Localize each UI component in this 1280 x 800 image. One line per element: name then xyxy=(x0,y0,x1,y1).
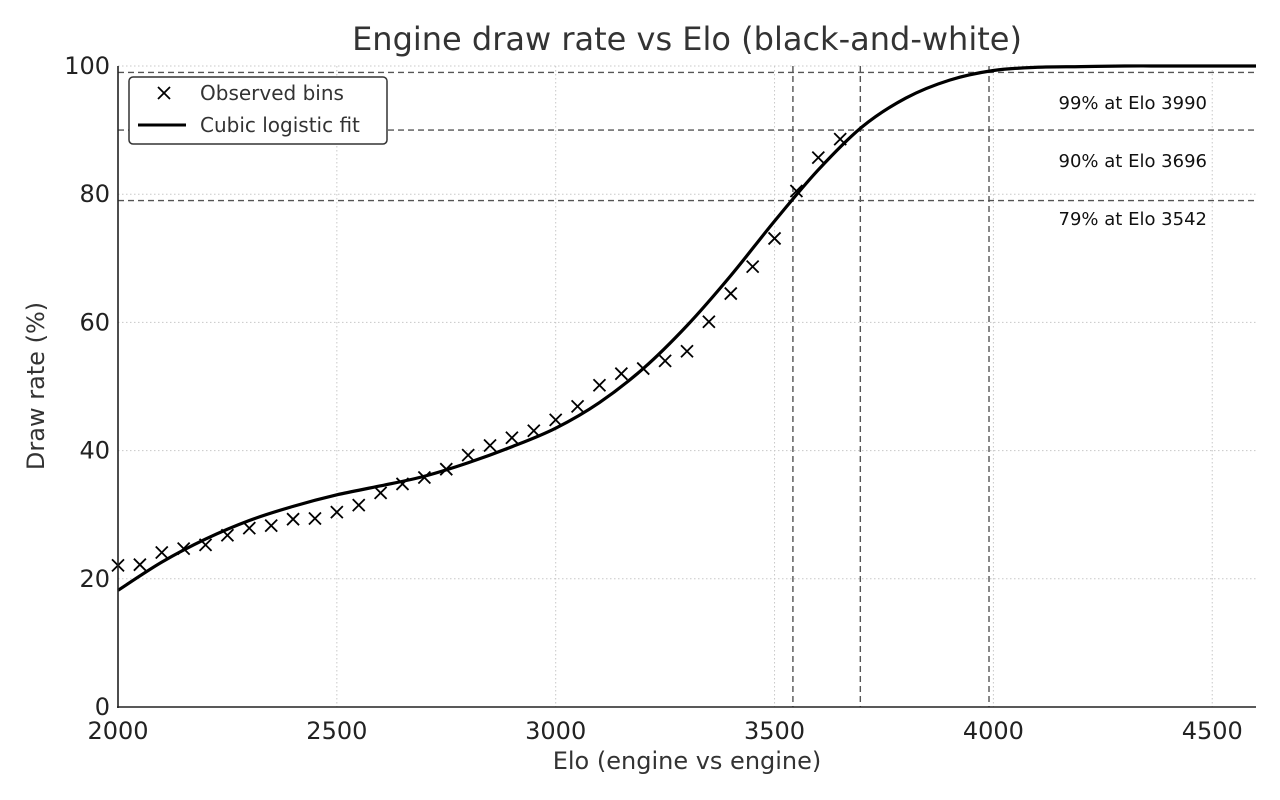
data-point xyxy=(570,399,585,414)
data-point xyxy=(614,367,628,381)
y-tick-label: 40 xyxy=(79,437,110,465)
y-tick-label: 100 xyxy=(64,52,110,80)
x-tick-label: 2000 xyxy=(87,717,148,745)
y-tick-label: 80 xyxy=(79,180,110,208)
annotations: 99% at Elo 3990 90% at Elo 3696 79% at Elo… xyxy=(1059,93,1207,230)
threshold-annotation: 90% at Elo 3696 xyxy=(1059,151,1207,172)
y-tick-label: 0 xyxy=(95,693,110,721)
legend-label-fit: Cubic logistic fit xyxy=(200,113,360,137)
data-point xyxy=(461,448,475,462)
data-point xyxy=(483,438,497,453)
data-point xyxy=(789,184,804,198)
data-point xyxy=(133,558,147,572)
x-tick-label: 4000 xyxy=(963,717,1024,745)
x-tick-label: 4500 xyxy=(1182,717,1243,745)
legend-marker-observed xyxy=(157,86,171,100)
x-tick-label: 3000 xyxy=(525,717,586,745)
legend: Observed bins Cubic logistic fit xyxy=(128,76,388,145)
data-point xyxy=(373,486,388,500)
data-point xyxy=(702,315,716,329)
data-point xyxy=(746,259,760,274)
y-axis-label: Draw rate (%) xyxy=(22,302,50,470)
data-point xyxy=(724,286,738,301)
data-point xyxy=(549,413,563,427)
legend-label-observed: Observed bins xyxy=(200,81,344,105)
chart-title: Engine draw rate vs Elo (black-and-white… xyxy=(352,20,1022,58)
axes xyxy=(117,66,1256,708)
data-point xyxy=(352,498,366,512)
data-point xyxy=(264,518,278,533)
tick-labels: 2000 2500 3000 3500 4000 4500 0 20 40 60 80 100 xyxy=(64,52,1243,745)
data-point xyxy=(330,505,344,519)
data-point xyxy=(286,512,300,526)
data-point xyxy=(767,231,782,246)
fit-line xyxy=(117,64,1256,592)
data-point xyxy=(811,151,825,165)
series-layer xyxy=(111,64,1256,592)
x-axis-label: Elo (engine vs engine) xyxy=(553,747,822,775)
legend-box xyxy=(128,76,388,145)
reference-lines xyxy=(118,66,1256,707)
threshold-annotation: 79% at Elo 3542 xyxy=(1059,209,1207,230)
data-point xyxy=(592,378,607,392)
data-point xyxy=(308,511,322,526)
data-point xyxy=(680,344,694,358)
threshold-annotation: 99% at Elo 3990 xyxy=(1059,93,1207,114)
data-point xyxy=(155,545,169,560)
x-tick-label: 2500 xyxy=(306,717,367,745)
data-point xyxy=(242,521,256,535)
data-point xyxy=(658,354,672,368)
x-tick-label: 3500 xyxy=(744,717,805,745)
data-point xyxy=(505,431,519,445)
y-tick-label: 20 xyxy=(79,565,110,593)
y-tick-label: 60 xyxy=(79,308,110,336)
